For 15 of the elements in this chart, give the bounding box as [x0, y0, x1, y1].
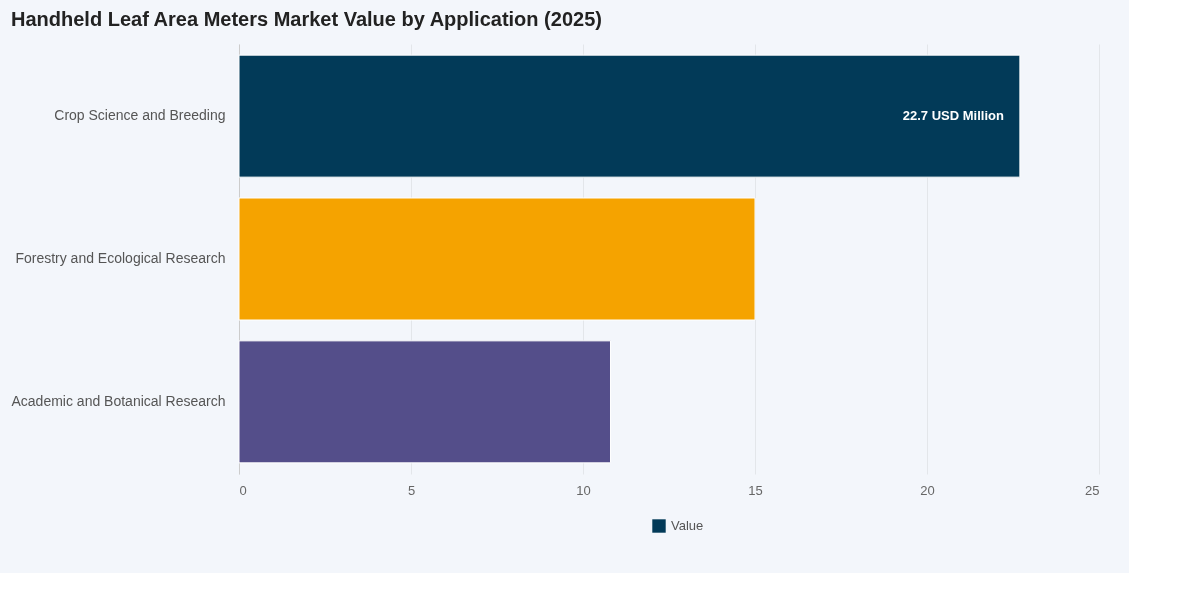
y-tick-label: Forestry and Ecological Research — [15, 250, 226, 266]
y-tick-label: Academic and Botanical Research — [11, 392, 226, 409]
data-label: 22.7 USD Million — [902, 108, 1004, 124]
x-tick-label: 20 — [920, 482, 935, 498]
x-tick-label: 10 — [576, 482, 591, 498]
x-tick-label: 0 — [239, 482, 247, 498]
bar — [238, 54, 1021, 178]
x-tick-label: 5 — [407, 482, 416, 498]
legend-label: Value — [671, 518, 704, 533]
bar — [238, 340, 612, 464]
x-tick-label: 15 — [748, 482, 763, 498]
y-tick-label: Crop Science and Breeding — [54, 107, 226, 124]
x-tick-label: 25 — [1085, 482, 1100, 498]
chart-title: Handheld Leaf Area Meters Market Value by Application (2025) — [10, 8, 602, 30]
bar — [238, 197, 756, 321]
